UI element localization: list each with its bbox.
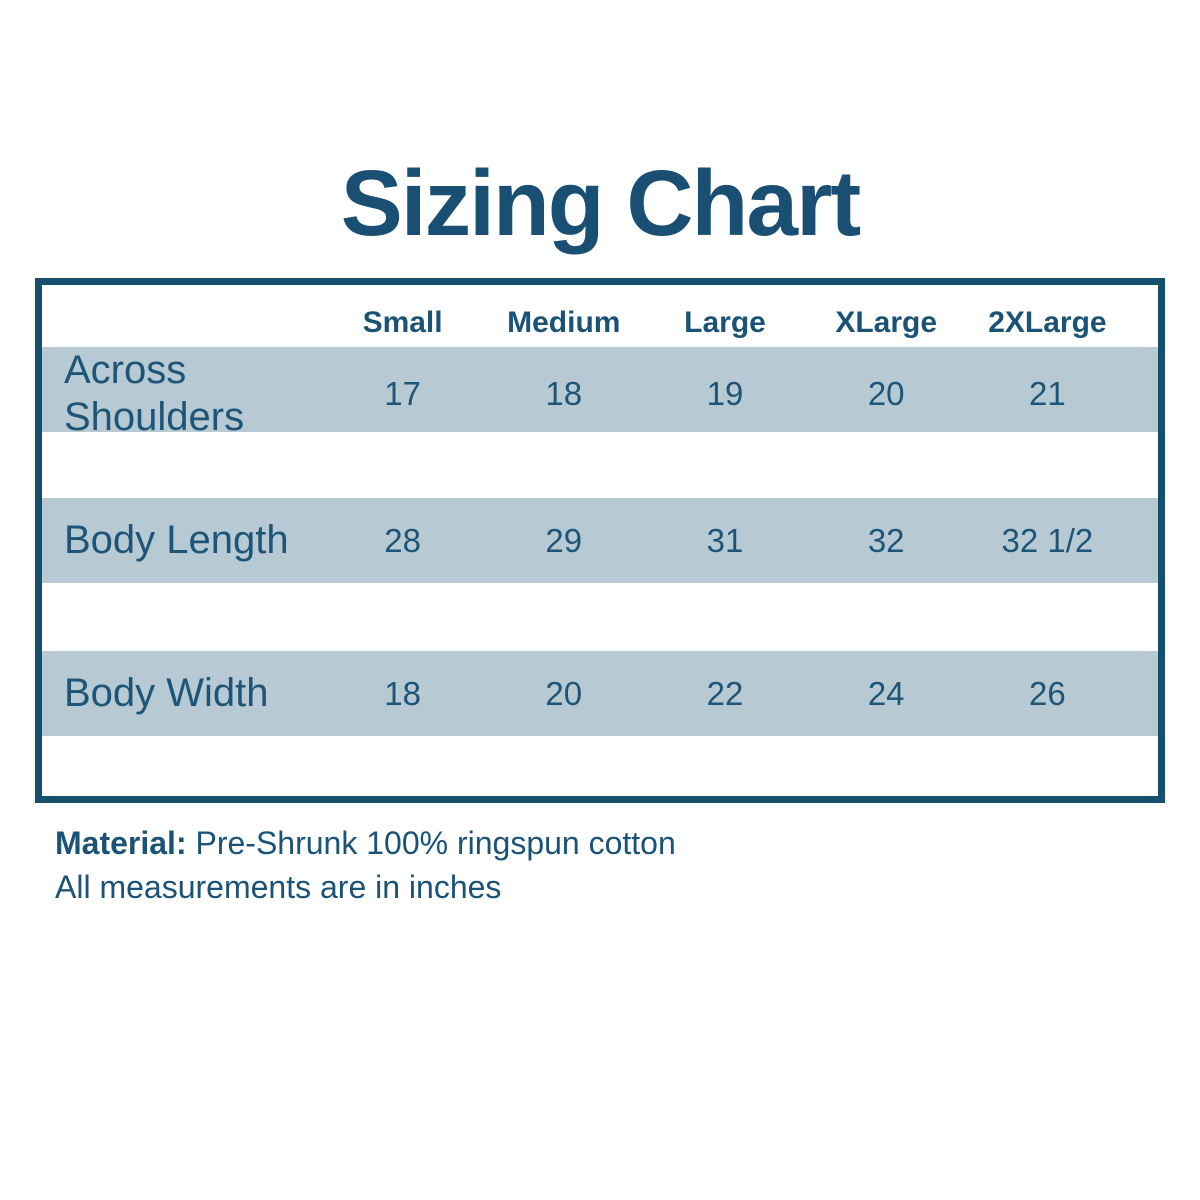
row-label-across-shoulders: Across Shoulders: [64, 348, 245, 440]
row-spacer: [42, 736, 1158, 796]
column-header-xlarge: XLarge: [835, 306, 938, 340]
column-header-2xlarge: 2XLarge: [988, 306, 1107, 340]
table-row-body-width: Body Width 18 20 22 24 26: [42, 651, 1158, 737]
table-cell: 32: [867, 521, 905, 559]
table-cell: 24: [867, 674, 905, 712]
table-cell: 18: [384, 674, 421, 712]
row-spacer: [42, 432, 1158, 498]
table-cell: 31: [706, 521, 744, 559]
table-cell: 20: [867, 375, 905, 413]
material-value: Pre-Shrunk 100% ringspun cotton: [186, 825, 676, 862]
row-label-body-length: Body Length: [64, 518, 289, 563]
footer-notes: Material: Pre-Shrunk 100% ringspun cotto…: [55, 821, 1200, 909]
sizing-table: Small Medium Large XLarge 2XLarge Across…: [35, 278, 1165, 804]
measurements-note: All measurements are in inches: [55, 869, 502, 906]
table-cell: 21: [1029, 375, 1066, 413]
column-header-large: Large: [684, 306, 766, 340]
table-row-body-length: Body Length 28 29 31 32 32 1/2: [42, 498, 1158, 584]
table-cell: 32 1/2: [1001, 521, 1094, 559]
column-header-medium: Medium: [507, 306, 621, 340]
page-title: Sizing Chart: [340, 151, 862, 255]
table-row-across-shoulders: Across Shoulders 17 18 19 20 21: [42, 347, 1158, 439]
table-cell: 29: [545, 521, 583, 559]
row-label-body-width: Body Width: [64, 671, 269, 716]
column-header-small: Small: [362, 306, 443, 340]
row-spacer: [42, 583, 1158, 651]
table-cell: 17: [384, 375, 421, 413]
table-cell: 20: [545, 674, 583, 712]
table-header-row: Small Medium Large XLarge 2XLarge: [42, 285, 1158, 347]
table-cell: 22: [706, 674, 744, 712]
table-cell: 26: [1029, 674, 1066, 712]
table-cell: 18: [545, 375, 583, 413]
material-label: Material:: [55, 825, 187, 862]
table-cell: 19: [706, 375, 744, 413]
material-line: Material: Pre-Shrunk 100% ringspun cotto…: [55, 821, 1200, 865]
table-cell: 28: [384, 521, 421, 559]
